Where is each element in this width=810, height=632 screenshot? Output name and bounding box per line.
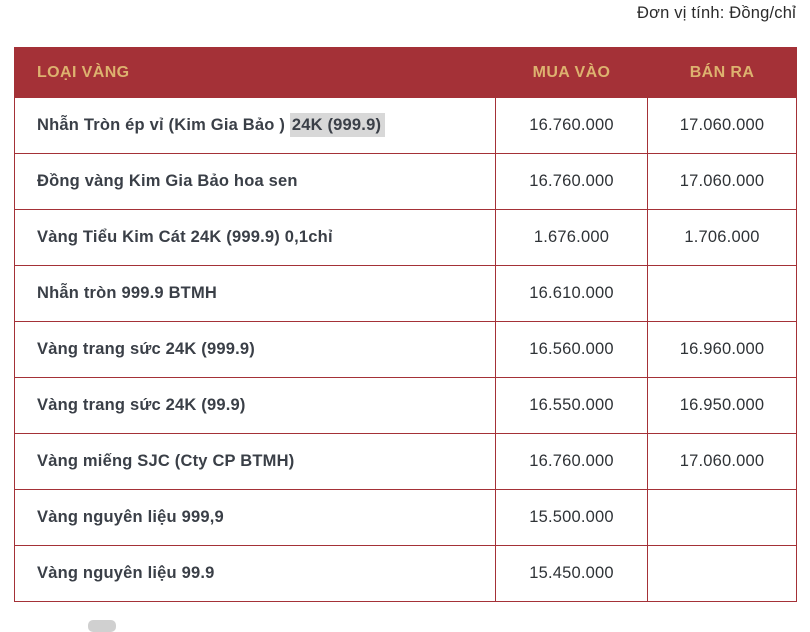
table-header: LOẠI VÀNG MUA VÀO BÁN RA xyxy=(14,47,797,98)
gold-type-cell: Nhẫn tròn 999.9 BTMH xyxy=(14,265,496,322)
buy-price-cell: 15.450.000 xyxy=(495,545,648,602)
sell-price-cell: 16.950.000 xyxy=(647,377,797,434)
sell-price-cell: 17.060.000 xyxy=(647,97,797,154)
sell-price-cell: 17.060.000 xyxy=(647,433,797,490)
gold-type-cell: Vàng trang sức 24K (999.9) xyxy=(14,321,496,378)
gold-type-text: Nhẫn Tròn ép vỉ (Kim Gia Bảo ) xyxy=(37,116,290,134)
table-row: Vàng miếng SJC (Cty CP BTMH) 16.760.000 17… xyxy=(14,433,797,490)
sell-price-cell xyxy=(647,265,797,322)
gold-type-text: Đồng vàng Kim Gia Bảo hoa sen xyxy=(37,172,298,190)
gold-type-text: Vàng miếng SJC (Cty CP BTMH) xyxy=(37,452,295,470)
buy-price-cell: 16.560.000 xyxy=(495,321,648,378)
column-header-sell: BÁN RA xyxy=(647,47,797,98)
gold-type-cell: Vàng trang sức 24K (99.9) xyxy=(14,377,496,434)
gold-type-text: Vàng trang sức 24K (99.9) xyxy=(37,396,246,414)
gold-type-text: Vàng Tiểu Kim Cát 24K (999.9) 0,1chỉ xyxy=(37,228,333,246)
table-row: Vàng trang sức 24K (99.9) 16.550.000 16.95… xyxy=(14,377,797,434)
sell-price-cell: 1.706.000 xyxy=(647,209,797,266)
price-table-body: Nhẫn Tròn ép vỉ (Kim Gia Bảo ) 24K (999.… xyxy=(14,97,797,602)
gold-type-cell: Đồng vàng Kim Gia Bảo hoa sen xyxy=(14,153,496,210)
header-row: LOẠI VÀNG MUA VÀO BÁN RA xyxy=(14,47,797,98)
buy-price-cell: 16.610.000 xyxy=(495,265,648,322)
unit-label: Đơn vị tính: Đồng/chỉ xyxy=(636,4,796,22)
sell-price-cell: 17.060.000 xyxy=(647,153,797,210)
buy-price-cell: 1.676.000 xyxy=(495,209,648,266)
table-row: Đồng vàng Kim Gia Bảo hoa sen 16.760.000 1… xyxy=(14,153,797,210)
sell-price-cell xyxy=(647,489,797,546)
highlighted-text: 24K (999.9) xyxy=(289,113,386,137)
table-row: Vàng nguyên liệu 99.9 15.450.000 xyxy=(14,545,797,602)
gold-type-text: Vàng trang sức 24K (999.9) xyxy=(37,340,255,358)
gold-type-text: Vàng nguyên liệu 999,9 xyxy=(37,508,224,526)
buy-price-cell: 16.550.000 xyxy=(495,377,648,434)
gold-type-cell: Vàng nguyên liệu 999,9 xyxy=(14,489,496,546)
column-header-gold-type: LOẠI VÀNG xyxy=(14,47,496,98)
table-row: Nhẫn tròn 999.9 BTMH 16.610.000 xyxy=(14,265,797,322)
gold-type-text: Vàng nguyên liệu 99.9 xyxy=(37,564,215,582)
table-row: Vàng trang sức 24K (999.9) 16.560.000 16.9… xyxy=(14,321,797,378)
buy-price-cell: 16.760.000 xyxy=(495,97,648,154)
gold-type-text: Nhẫn tròn 999.9 BTMH xyxy=(37,284,218,302)
table-row: Vàng nguyên liệu 999,9 15.500.000 xyxy=(14,489,797,546)
table-row: Vàng Tiểu Kim Cát 24K (999.9) 0,1chỉ 1.67… xyxy=(14,209,797,266)
gold-price-table: LOẠI VÀNG MUA VÀO BÁN RA Nhẫn Tròn ép vỉ… xyxy=(14,47,797,602)
gold-type-cell: Nhẫn Tròn ép vỉ (Kim Gia Bảo ) 24K (999.… xyxy=(14,97,496,154)
sell-price-cell: 16.960.000 xyxy=(647,321,797,378)
gold-type-cell: Vàng nguyên liệu 99.9 xyxy=(14,545,496,602)
buy-price-cell: 16.760.000 xyxy=(495,153,648,210)
gold-type-cell: Vàng Tiểu Kim Cát 24K (999.9) 0,1chỉ xyxy=(14,209,496,266)
gold-type-cell: Vàng miếng SJC (Cty CP BTMH) xyxy=(14,433,496,490)
buy-price-cell: 15.500.000 xyxy=(495,489,648,546)
table-row: Nhẫn Tròn ép vỉ (Kim Gia Bảo ) 24K (999.… xyxy=(14,97,797,154)
column-header-buy: MUA VÀO xyxy=(495,47,648,98)
buy-price-cell: 16.760.000 xyxy=(495,433,648,490)
sell-price-cell xyxy=(647,545,797,602)
partial-bottom-element xyxy=(88,620,116,632)
